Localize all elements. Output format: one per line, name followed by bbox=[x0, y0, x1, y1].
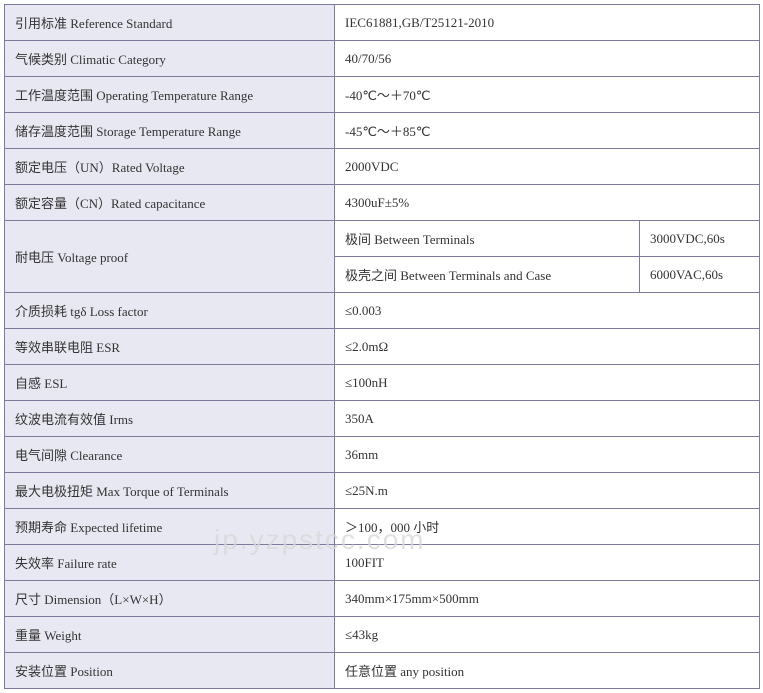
table-row: 额定电压（UN）Rated Voltage 2000VDC bbox=[5, 149, 760, 185]
spec-label: 工作温度范围 Operating Temperature Range bbox=[5, 77, 335, 113]
spec-value: ≤2.0mΩ bbox=[335, 329, 760, 365]
table-row: 额定容量（CN）Rated capacitance 4300uF±5% bbox=[5, 185, 760, 221]
spec-value: 4300uF±5% bbox=[335, 185, 760, 221]
spec-value: 100FIT bbox=[335, 545, 760, 581]
table-row: 工作温度范围 Operating Temperature Range -40℃～… bbox=[5, 77, 760, 113]
spec-label: 尺寸 Dimension（L×W×H） bbox=[5, 581, 335, 617]
spec-value: ≤25N.m bbox=[335, 473, 760, 509]
table-row: 预期寿命 Expected lifetime ＞100，000 小时 bbox=[5, 509, 760, 545]
spec-value: 340mm×175mm×500mm bbox=[335, 581, 760, 617]
spec-value: 36mm bbox=[335, 437, 760, 473]
spec-label: 引用标准 Reference Standard bbox=[5, 5, 335, 41]
spec-value: ＞100，000 小时 bbox=[335, 509, 760, 545]
spec-value: 40/70/56 bbox=[335, 41, 760, 77]
spec-label: 安装位置 Position bbox=[5, 653, 335, 689]
spec-label: 气候类别 Climatic Category bbox=[5, 41, 335, 77]
table-row: 电气间隙 Clearance 36mm bbox=[5, 437, 760, 473]
spec-value: 2000VDC bbox=[335, 149, 760, 185]
spec-value: -45℃～＋85℃ bbox=[335, 113, 760, 149]
table-row: 气候类别 Climatic Category 40/70/56 bbox=[5, 41, 760, 77]
spec-value: 任意位置 any position bbox=[335, 653, 760, 689]
table-row: 储存温度范围 Storage Temperature Range -45℃～＋8… bbox=[5, 113, 760, 149]
spec-label: 预期寿命 Expected lifetime bbox=[5, 509, 335, 545]
spec-label: 纹波电流有效值 Irms bbox=[5, 401, 335, 437]
table-row: 安装位置 Position 任意位置 any position bbox=[5, 653, 760, 689]
table-row: 耐电压 Voltage proof 极间 Between Terminals 3… bbox=[5, 221, 760, 257]
table-row: 纹波电流有效值 Irms 350A bbox=[5, 401, 760, 437]
spec-value: 350A bbox=[335, 401, 760, 437]
spec-value: -40℃～＋70℃ bbox=[335, 77, 760, 113]
spec-label: 失效率 Failure rate bbox=[5, 545, 335, 581]
spec-value: 3000VDC,60s bbox=[640, 221, 760, 257]
spec-value: ≤43kg bbox=[335, 617, 760, 653]
table-row: 等效串联电阻 ESR ≤2.0mΩ bbox=[5, 329, 760, 365]
spec-label: 等效串联电阻 ESR bbox=[5, 329, 335, 365]
spec-sublabel: 极壳之间 Between Terminals and Case bbox=[335, 257, 640, 293]
spec-label: 重量 Weight bbox=[5, 617, 335, 653]
spec-value: 6000VAC,60s bbox=[640, 257, 760, 293]
table-row: 重量 Weight ≤43kg bbox=[5, 617, 760, 653]
specification-table: 引用标准 Reference Standard IEC61881,GB/T251… bbox=[4, 4, 760, 689]
spec-label: 电气间隙 Clearance bbox=[5, 437, 335, 473]
table-row: 失效率 Failure rate 100FIT bbox=[5, 545, 760, 581]
spec-label: 介质损耗 tgδ Loss factor bbox=[5, 293, 335, 329]
table-row: 最大电极扭矩 Max Torque of Terminals ≤25N.m bbox=[5, 473, 760, 509]
spec-label: 最大电极扭矩 Max Torque of Terminals bbox=[5, 473, 335, 509]
spec-value: ≤100nH bbox=[335, 365, 760, 401]
spec-table-container: jp.yzpstcc.com 引用标准 Reference Standard I… bbox=[4, 4, 759, 689]
table-row: 介质损耗 tgδ Loss factor ≤0.003 bbox=[5, 293, 760, 329]
spec-value: IEC61881,GB/T25121-2010 bbox=[335, 5, 760, 41]
table-row: 尺寸 Dimension（L×W×H） 340mm×175mm×500mm bbox=[5, 581, 760, 617]
spec-sublabel: 极间 Between Terminals bbox=[335, 221, 640, 257]
spec-value: ≤0.003 bbox=[335, 293, 760, 329]
table-row: 引用标准 Reference Standard IEC61881,GB/T251… bbox=[5, 5, 760, 41]
spec-label: 额定容量（CN）Rated capacitance bbox=[5, 185, 335, 221]
spec-label: 耐电压 Voltage proof bbox=[5, 221, 335, 293]
spec-label: 自感 ESL bbox=[5, 365, 335, 401]
spec-label: 额定电压（UN）Rated Voltage bbox=[5, 149, 335, 185]
spec-label: 储存温度范围 Storage Temperature Range bbox=[5, 113, 335, 149]
table-row: 自感 ESL ≤100nH bbox=[5, 365, 760, 401]
